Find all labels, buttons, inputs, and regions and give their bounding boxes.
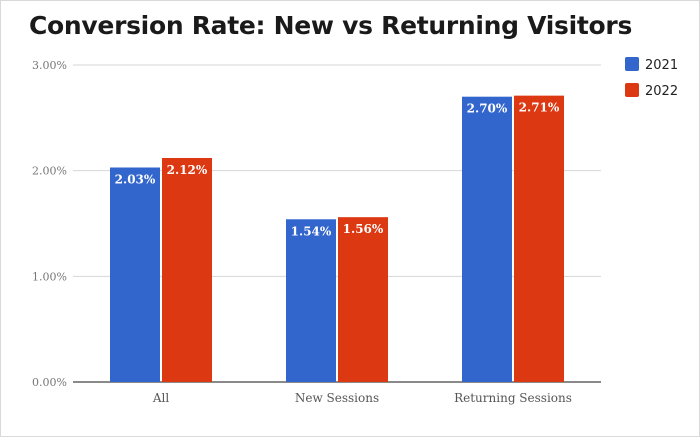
legend-label: 2021 — [645, 58, 678, 73]
bar-value-label: 2.03% — [115, 172, 156, 186]
bar-2021 — [286, 219, 336, 382]
y-tick-label: 1.00% — [32, 270, 67, 283]
bar-value-label: 1.54% — [291, 224, 332, 238]
bar-value-label: 2.70% — [467, 102, 508, 116]
bar-2022 — [338, 217, 388, 382]
legend-swatch-2022 — [625, 83, 639, 97]
legend-swatch-2021 — [625, 57, 639, 71]
bar-value-label: 2.71% — [519, 101, 560, 115]
y-tick-label: 3.00% — [32, 59, 67, 72]
bar-2021 — [462, 96, 512, 382]
x-category-label: New Sessions — [295, 391, 379, 405]
y-tick-label: 2.00% — [32, 165, 67, 178]
y-tick-label: 0.00% — [32, 376, 67, 389]
chart-title: Conversion Rate: New vs Returning Visito… — [29, 11, 633, 40]
bar-2021 — [110, 167, 160, 382]
bar-2022 — [162, 157, 212, 382]
x-category-label: Returning Sessions — [454, 391, 572, 405]
bar-value-label: 2.12% — [167, 163, 208, 177]
legend-label: 2022 — [645, 84, 678, 99]
bar-2022 — [514, 95, 564, 382]
x-category-label: All — [152, 391, 170, 405]
bar-value-label: 1.56% — [343, 222, 384, 236]
